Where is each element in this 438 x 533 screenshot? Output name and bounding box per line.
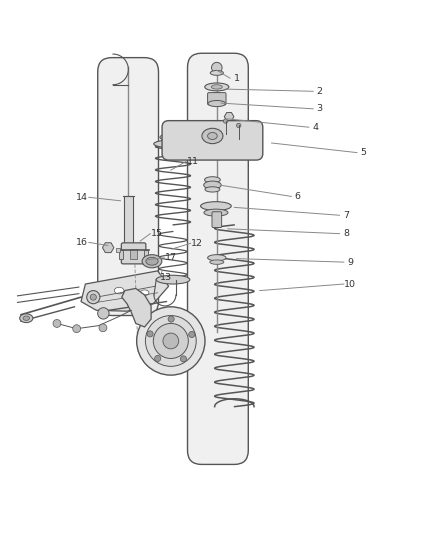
Text: 8: 8 [343,229,349,238]
Ellipse shape [205,83,229,91]
Text: 3: 3 [317,104,323,114]
Bar [116,248,120,253]
Circle shape [53,319,61,327]
Text: 6: 6 [295,192,301,201]
Ellipse shape [210,260,224,264]
Text: 16: 16 [76,238,88,247]
Text: 13: 13 [160,273,173,282]
FancyBboxPatch shape [121,243,146,264]
Text: 1: 1 [233,74,240,83]
Bar [144,250,148,259]
Ellipse shape [204,209,228,216]
FancyBboxPatch shape [208,93,226,105]
FancyBboxPatch shape [212,212,222,228]
Circle shape [137,307,205,375]
Circle shape [98,308,109,319]
Ellipse shape [156,275,190,284]
Ellipse shape [202,128,223,143]
Ellipse shape [140,290,149,296]
Circle shape [147,331,153,337]
Bar [130,249,137,259]
Circle shape [99,324,107,332]
Polygon shape [122,288,151,327]
Text: 4: 4 [312,123,318,132]
Ellipse shape [146,257,158,265]
Ellipse shape [211,85,222,89]
Ellipse shape [208,101,226,107]
Circle shape [163,333,179,349]
Ellipse shape [208,133,217,140]
Circle shape [189,332,195,337]
Circle shape [223,119,228,123]
Circle shape [90,294,96,300]
Bar [124,197,133,249]
Bar [119,250,123,259]
Circle shape [145,316,196,366]
FancyBboxPatch shape [162,120,263,160]
Text: 9: 9 [347,257,353,266]
Text: 17: 17 [165,253,177,262]
Ellipse shape [208,255,226,261]
Circle shape [180,356,187,362]
Ellipse shape [154,140,192,148]
Circle shape [87,290,100,304]
Ellipse shape [208,93,226,99]
Text: 11: 11 [187,157,199,166]
Ellipse shape [205,177,220,183]
Polygon shape [81,271,169,311]
Circle shape [155,356,161,361]
Wedge shape [212,62,222,73]
Circle shape [237,123,241,128]
Text: 5: 5 [360,148,367,157]
Text: 10: 10 [344,279,357,288]
FancyBboxPatch shape [98,58,159,316]
Text: 15: 15 [151,229,163,238]
Circle shape [153,324,188,359]
Circle shape [168,316,174,322]
FancyBboxPatch shape [187,53,248,464]
Text: 2: 2 [317,87,323,96]
Circle shape [73,325,81,333]
Ellipse shape [204,181,221,189]
Text: 7: 7 [343,211,349,220]
Text: 14: 14 [76,193,88,202]
Ellipse shape [205,187,220,192]
Ellipse shape [210,70,223,75]
Ellipse shape [127,294,136,299]
Text: 12: 12 [191,239,203,248]
Ellipse shape [201,201,231,211]
Ellipse shape [142,255,162,268]
Ellipse shape [20,314,33,322]
Ellipse shape [23,316,29,320]
Ellipse shape [114,287,124,294]
Ellipse shape [160,133,186,141]
